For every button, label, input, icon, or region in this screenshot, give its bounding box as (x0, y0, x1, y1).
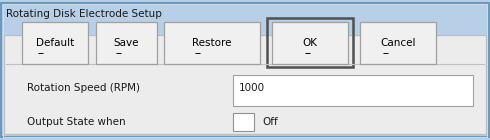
Text: Save: Save (113, 38, 139, 48)
Bar (4, 35, 486, 134)
Bar (233, 113, 254, 131)
Text: Cancel: Cancel (380, 38, 416, 48)
Text: Rotation Speed (RPM): Rotation Speed (RPM) (27, 83, 140, 93)
Bar (267, 18, 353, 67)
Text: Rotating Disk Electrode Setup: Rotating Disk Electrode Setup (6, 9, 162, 19)
Text: 1000: 1000 (239, 83, 265, 93)
Bar (233, 75, 473, 106)
Bar (360, 22, 436, 64)
Bar (164, 22, 260, 64)
Text: OK: OK (302, 38, 318, 48)
Bar (22, 22, 88, 64)
Text: Output State when: Output State when (27, 117, 125, 127)
Bar (272, 22, 348, 64)
Text: Default: Default (36, 38, 74, 48)
Bar (96, 22, 157, 64)
Text: Off: Off (263, 117, 278, 127)
Text: Restore: Restore (192, 38, 232, 48)
